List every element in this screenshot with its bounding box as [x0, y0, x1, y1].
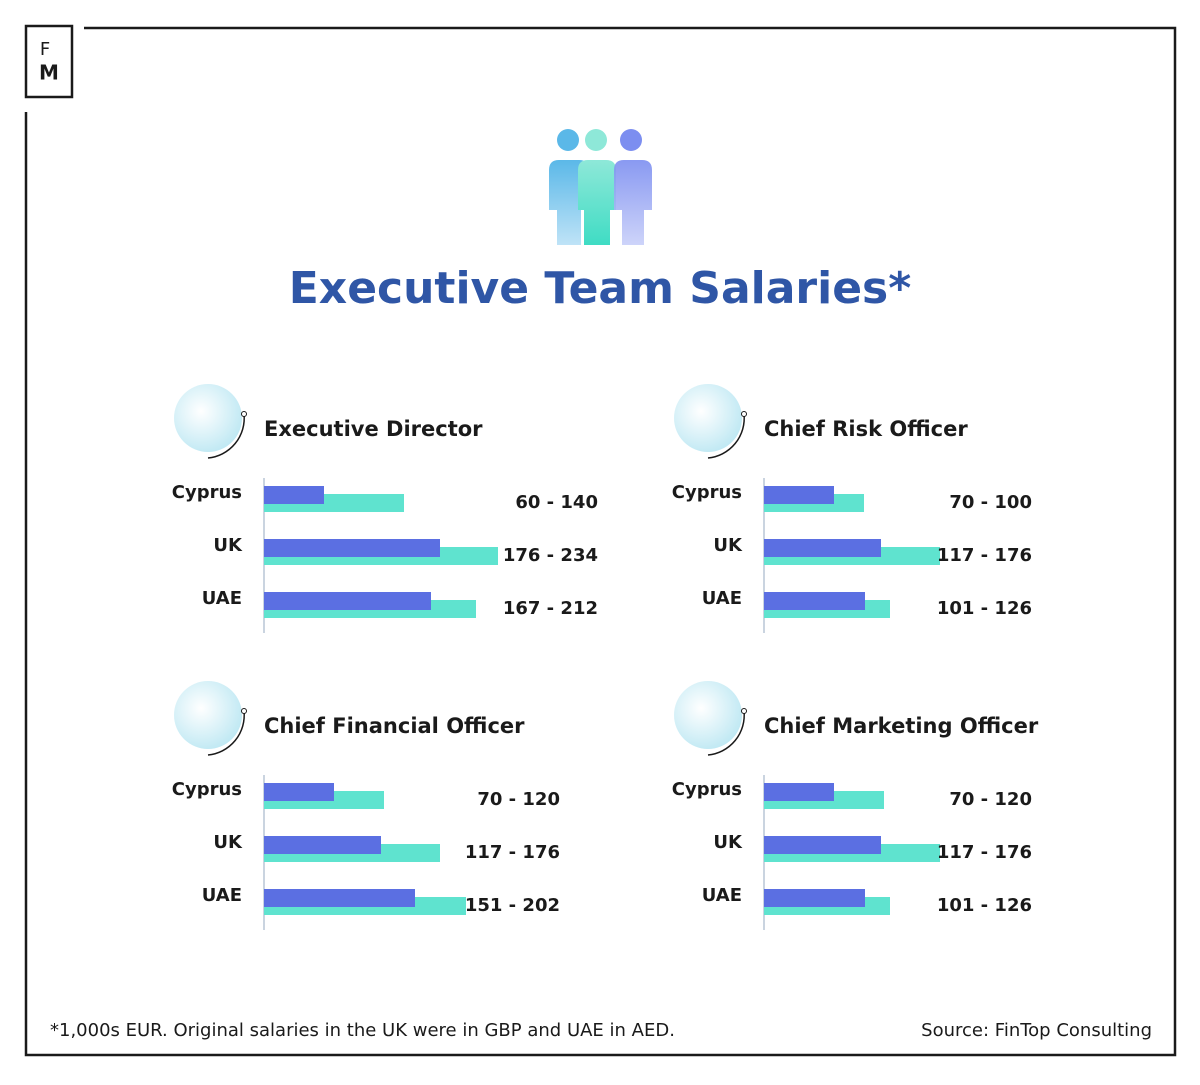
category-label: Cyprus — [172, 482, 242, 503]
value-label: 101 - 126 — [937, 895, 1032, 916]
category-label: UK — [713, 832, 743, 853]
category-label: Cyprus — [672, 482, 742, 503]
value-label: 70 - 120 — [477, 789, 560, 810]
icon-bg — [174, 681, 242, 749]
category-label: UAE — [202, 588, 242, 609]
value-label: 117 - 176 — [937, 545, 1032, 566]
bar — [264, 486, 324, 504]
value-label: 117 - 176 — [465, 842, 560, 863]
value-label: 101 - 126 — [937, 598, 1032, 619]
bar — [764, 783, 834, 801]
value-label: 70 - 120 — [949, 789, 1032, 810]
panel-title: Chief Financial Officer — [264, 714, 525, 738]
icon-dot — [241, 411, 247, 417]
bar — [764, 889, 865, 907]
panel-title: Chief Risk Officer — [764, 417, 968, 441]
icon-dot — [741, 708, 747, 714]
bar — [264, 836, 381, 854]
source: Source: FinTop Consulting — [921, 1020, 1152, 1041]
category-label: UK — [213, 535, 243, 556]
icon-bg — [674, 384, 742, 452]
category-label: UAE — [702, 588, 742, 609]
bar — [764, 592, 865, 610]
logo-top: F — [40, 39, 50, 60]
value-label: 117 - 176 — [937, 842, 1032, 863]
category-label: UK — [213, 832, 243, 853]
icon-ring — [707, 413, 745, 459]
logo-bottom: M — [39, 61, 59, 85]
bar — [764, 539, 881, 557]
icon-dot — [741, 411, 747, 417]
title: Executive Team Salaries* — [289, 263, 912, 314]
panel-title: Executive Director — [264, 417, 483, 441]
people-icon — [549, 129, 652, 245]
value-label: 60 - 140 — [515, 492, 598, 513]
panel-title: Chief Marketing Officer — [764, 714, 1039, 738]
value-label: 151 - 202 — [465, 895, 560, 916]
logo-box — [24, 24, 74, 99]
icon-bg — [174, 384, 242, 452]
bar — [264, 889, 415, 907]
frame — [24, 26, 1177, 1057]
icon-ring — [207, 413, 245, 459]
icon-bg — [674, 681, 742, 749]
bar — [764, 486, 834, 504]
bar — [264, 539, 440, 557]
bar — [264, 783, 334, 801]
icon-ring — [207, 710, 245, 756]
category-label: Cyprus — [672, 779, 742, 800]
category-label: UK — [713, 535, 743, 556]
icon-dot — [241, 708, 247, 714]
value-label: 176 - 234 — [503, 545, 598, 566]
category-label: UAE — [702, 885, 742, 906]
icon-ring — [707, 710, 745, 756]
bar — [264, 592, 431, 610]
category-label: Cyprus — [172, 779, 242, 800]
bar — [764, 836, 881, 854]
category-label: UAE — [202, 885, 242, 906]
footnote: *1,000s EUR. Original salaries in the UK… — [50, 1020, 675, 1041]
value-label: 167 - 212 — [503, 598, 598, 619]
value-label: 70 - 100 — [949, 492, 1032, 513]
